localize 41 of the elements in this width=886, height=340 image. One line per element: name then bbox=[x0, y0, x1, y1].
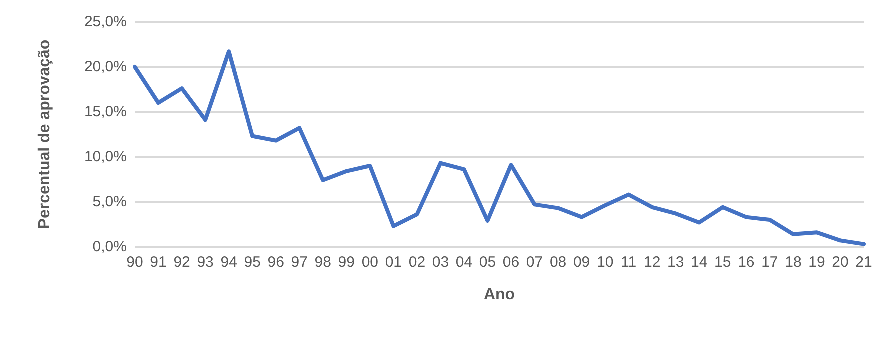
line-series bbox=[133, 50, 866, 246]
y-axis-title: Percentual de aprovação bbox=[36, 40, 54, 230]
x-tick-label: 95 bbox=[244, 254, 261, 271]
x-tick-label: 92 bbox=[174, 254, 190, 271]
x-tick-label: 06 bbox=[502, 254, 520, 271]
y-tick-label: 25,0% bbox=[84, 14, 127, 30]
x-tick-label: 96 bbox=[268, 254, 284, 271]
x-tick-label: 90 bbox=[126, 254, 144, 271]
x-tick-label: 21 bbox=[856, 254, 872, 271]
x-tick-label: 12 bbox=[644, 254, 661, 271]
x-tick-label: 91 bbox=[150, 254, 167, 271]
y-tick-label: 0,0% bbox=[92, 238, 127, 256]
x-tick-label: 15 bbox=[714, 254, 732, 271]
x-tick-label: 99 bbox=[338, 254, 355, 271]
y-tick-label: 15,0% bbox=[84, 104, 127, 120]
x-tick-label: 04 bbox=[456, 254, 473, 271]
x-tick-label: 93 bbox=[197, 254, 214, 271]
x-tick-label: 09 bbox=[573, 254, 590, 271]
x-tick-label: 18 bbox=[785, 254, 802, 271]
x-tick-label: 13 bbox=[668, 254, 684, 271]
x-tick-label: 08 bbox=[550, 254, 567, 271]
x-axis-title: Ano bbox=[484, 286, 516, 304]
x-tick-label: 16 bbox=[738, 254, 755, 271]
x-tick-label: 98 bbox=[314, 254, 332, 271]
x-tick-label: 00 bbox=[362, 254, 379, 271]
y-tick-label: 5,0% bbox=[92, 194, 127, 210]
x-tick-label: 14 bbox=[691, 254, 708, 271]
x-tick-label: 01 bbox=[385, 254, 402, 271]
x-tick-label: 17 bbox=[762, 254, 778, 271]
x-tick-label: 20 bbox=[832, 254, 849, 271]
x-tick-label: 11 bbox=[621, 254, 637, 271]
x-tick-label: 10 bbox=[596, 254, 614, 271]
x-tick-label: 19 bbox=[808, 254, 826, 271]
y-tick-label: 20,0% bbox=[84, 58, 127, 76]
x-tick-label: 97 bbox=[291, 254, 308, 271]
x-tick-label: 05 bbox=[479, 254, 496, 271]
x-tick-label: 07 bbox=[526, 254, 544, 271]
x-tick-label: 03 bbox=[432, 254, 450, 271]
y-tick-label: 10,0% bbox=[84, 148, 127, 166]
x-tick-label: 94 bbox=[220, 254, 238, 271]
x-tick-label: 02 bbox=[408, 254, 426, 271]
